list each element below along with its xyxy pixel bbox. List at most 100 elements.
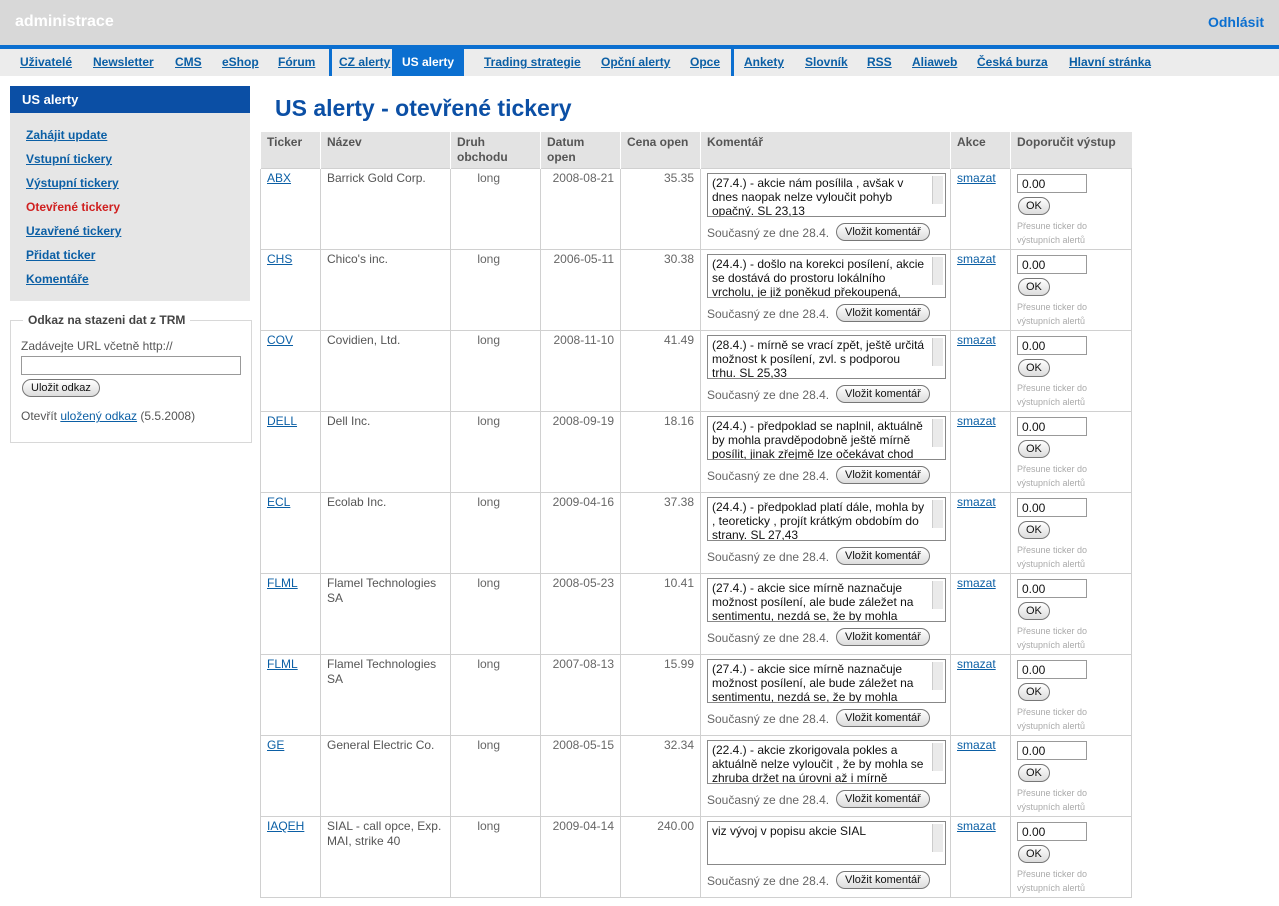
ok-button[interactable]: OK — [1018, 359, 1050, 377]
ok-button[interactable]: OK — [1018, 764, 1050, 782]
comment-textarea[interactable]: (27.4.) - akcie nám posílila , avšak v d… — [707, 173, 946, 217]
insert-comment-button[interactable]: Vložit komentář — [836, 709, 930, 727]
sidebar-item-2[interactable]: Výstupní tickery — [26, 176, 119, 190]
delete-link[interactable]: smazat — [957, 252, 996, 266]
ticker-link[interactable]: FLML — [267, 657, 298, 671]
ok-button[interactable]: OK — [1018, 197, 1050, 215]
exit-price-input[interactable] — [1017, 741, 1087, 760]
delete-link[interactable]: smazat — [957, 576, 996, 590]
nav-item-newsletter[interactable]: Newsletter — [93, 55, 154, 69]
saved-link[interactable]: uložený odkaz — [60, 409, 138, 423]
insert-comment-button[interactable]: Vložit komentář — [836, 790, 930, 808]
nav-item-cz-alerty[interactable]: CZ alerty — [339, 55, 391, 69]
trm-url-input[interactable] — [21, 356, 241, 375]
comment-text: (27.4.) - akcie nám posílila , avšak v d… — [712, 176, 904, 217]
ok-button[interactable]: OK — [1018, 521, 1050, 539]
save-link-button[interactable]: Uložit odkaz — [22, 379, 100, 397]
sidebar-item-5[interactable]: Přidat ticker — [26, 248, 96, 262]
exit-price-input[interactable] — [1017, 498, 1087, 517]
delete-link[interactable]: smazat — [957, 414, 996, 428]
sidebar-item-1[interactable]: Vstupní tickery — [26, 152, 113, 166]
textarea-scrollbar[interactable] — [932, 581, 943, 609]
exit-price-input[interactable] — [1017, 336, 1087, 355]
ok-button[interactable]: OK — [1018, 845, 1050, 863]
open-date: 2009-04-16 — [552, 495, 614, 509]
exit-price-input[interactable] — [1017, 822, 1087, 841]
delete-link[interactable]: smazat — [957, 657, 996, 671]
comment-textarea[interactable]: (24.4.) - předpoklad platí dále, mohla b… — [707, 497, 946, 541]
nav-item-u-ivatel-[interactable]: Uživatelé — [20, 55, 73, 69]
sidebar-item-6[interactable]: Komentáře — [26, 272, 89, 286]
comment-textarea[interactable]: (28.4.) - mírně se vrací zpět, ještě urč… — [707, 335, 946, 379]
ok-button[interactable]: OK — [1018, 440, 1050, 458]
insert-comment-button[interactable]: Vložit komentář — [836, 304, 930, 322]
comment-cell: viz vývoj v popisu akcie SIAL Současný ze… — [700, 816, 951, 898]
textarea-scrollbar[interactable] — [932, 824, 943, 852]
textarea-scrollbar[interactable] — [932, 257, 943, 285]
textarea-scrollbar[interactable] — [932, 338, 943, 366]
comment-textarea[interactable]: (22.4.) - akcie zkorigovala pokles a akt… — [707, 740, 946, 784]
delete-link[interactable]: smazat — [957, 738, 996, 752]
comment-textarea[interactable]: (24.4.) - předpoklad se naplnil, aktuáln… — [707, 416, 946, 460]
exit-price-input[interactable] — [1017, 660, 1087, 679]
ticker-link[interactable]: CHS — [267, 252, 293, 266]
ticker-link[interactable]: DELL — [267, 414, 298, 428]
table-row: CHS Chico's inc. long 2006-05-11 30.38 (24.4.… — [260, 249, 1132, 331]
nav-item-opce[interactable]: Opce — [690, 55, 721, 69]
type-cell: long — [450, 249, 541, 331]
ticker-link[interactable]: ECL — [267, 495, 291, 509]
sidebar-item-4[interactable]: Uzavřené tickery — [26, 224, 122, 238]
delete-link[interactable]: smazat — [957, 171, 996, 185]
nav-item-rss[interactable]: RSS — [867, 55, 892, 69]
delete-link[interactable]: smazat — [957, 495, 996, 509]
ticker-link[interactable]: COV — [267, 333, 294, 347]
ticker-link[interactable]: IAQEH — [267, 819, 305, 833]
nav-item--esk-burza[interactable]: Česká burza — [977, 55, 1048, 69]
nav-item-slovn-k[interactable]: Slovník — [805, 55, 848, 69]
insert-comment-button[interactable]: Vložit komentář — [836, 385, 930, 403]
exit-price-input[interactable] — [1017, 174, 1087, 193]
insert-comment-button[interactable]: Vložit komentář — [836, 466, 930, 484]
ticker-name: Covidien, Ltd. — [327, 333, 401, 347]
nav-item-op-n-alerty[interactable]: Opční alerty — [601, 55, 671, 69]
column-header: Ticker — [260, 132, 321, 169]
nav-item-ankety[interactable]: Ankety — [744, 55, 785, 69]
ok-button[interactable]: OK — [1018, 278, 1050, 296]
nav-item-trading-strategie[interactable]: Trading strategie — [484, 55, 581, 69]
ok-button[interactable]: OK — [1018, 602, 1050, 620]
insert-comment-button[interactable]: Vložit komentář — [836, 223, 930, 241]
ticker-link[interactable]: GE — [267, 738, 285, 752]
comment-textarea[interactable]: (24.4.) - došlo na korekci posílení, akc… — [707, 254, 946, 298]
ok-button[interactable]: OK — [1018, 683, 1050, 701]
nav-item-cms[interactable]: CMS — [175, 55, 202, 69]
sidebar-item-0[interactable]: Zahájit update — [26, 128, 108, 142]
delete-link[interactable]: smazat — [957, 819, 996, 833]
delete-link[interactable]: smazat — [957, 333, 996, 347]
insert-comment-button[interactable]: Vložit komentář — [836, 871, 930, 889]
textarea-scrollbar[interactable] — [932, 743, 943, 771]
comment-textarea[interactable]: (27.4.) - akcie sice mírně naznačuje mož… — [707, 659, 946, 703]
insert-comment-button[interactable]: Vložit komentář — [836, 547, 930, 565]
ticker-link[interactable]: FLML — [267, 576, 298, 590]
exit-price-input[interactable] — [1017, 579, 1087, 598]
textarea-scrollbar[interactable] — [932, 419, 943, 447]
action-cell: smazat — [950, 249, 1011, 331]
comment-textarea[interactable]: (27.4.) - akcie sice mírně naznačuje mož… — [707, 578, 946, 622]
exit-price-input[interactable] — [1017, 255, 1087, 274]
nav-item-f-rum[interactable]: Fórum — [278, 55, 316, 69]
nav-item-hlavn-str-nka[interactable]: Hlavní stránka — [1069, 55, 1152, 69]
ticker-link[interactable]: ABX — [267, 171, 292, 185]
textarea-scrollbar[interactable] — [932, 662, 943, 690]
ticker-name: Flamel Technologies SA — [327, 576, 437, 605]
nav-item-eshop[interactable]: eShop — [222, 55, 259, 69]
logout-link[interactable]: Odhlásit — [1207, 14, 1264, 30]
insert-comment-button[interactable]: Vložit komentář — [836, 628, 930, 646]
exit-price-input[interactable] — [1017, 417, 1087, 436]
nav-item-us-alerty[interactable]: US alerty — [392, 49, 465, 76]
textarea-scrollbar[interactable] — [932, 176, 943, 204]
nav-item-aliaweb[interactable]: Aliaweb — [912, 55, 958, 69]
textarea-scrollbar[interactable] — [932, 500, 943, 528]
comment-date: Současný ze dne 28.4. — [707, 874, 830, 888]
sidebar-item-3[interactable]: Otevřené tickery — [26, 200, 121, 214]
comment-textarea[interactable]: viz vývoj v popisu akcie SIAL — [707, 821, 946, 865]
